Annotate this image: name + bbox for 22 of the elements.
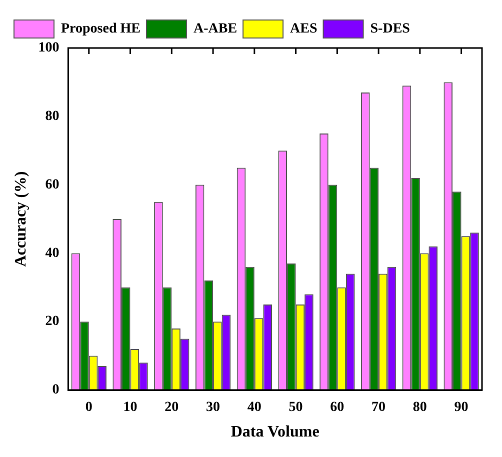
y-tick-label: 100 [38, 40, 60, 56]
x-tick-label: 80 [412, 400, 427, 416]
x-tick-label: 0 [85, 400, 92, 416]
y-axis-title: Accuracy (%) [12, 171, 30, 267]
legend-label: AES [290, 22, 318, 37]
legend-label: A-ABE [193, 22, 238, 37]
x-tick-label: 60 [330, 400, 344, 416]
legend-label: Proposed HE [61, 22, 140, 37]
y-tick-label: 0 [52, 382, 60, 398]
x-tick-label: 70 [372, 400, 386, 416]
y-tick-label: 80 [45, 109, 60, 124]
x-tick-label: 50 [288, 400, 303, 416]
x-axis-title: Data Volume [230, 424, 320, 441]
x-tick-label: 20 [164, 400, 179, 416]
x-tick-label: 40 [247, 400, 262, 416]
y-tick-label: 40 [45, 246, 60, 261]
x-tick-label: 30 [206, 400, 220, 416]
y-tick-label: 60 [45, 177, 60, 192]
y-tick-label: 20 [45, 314, 60, 330]
legend-label: S-DES [370, 22, 410, 37]
x-tick-label: 10 [123, 400, 138, 416]
x-tick-label: 90 [454, 400, 468, 416]
